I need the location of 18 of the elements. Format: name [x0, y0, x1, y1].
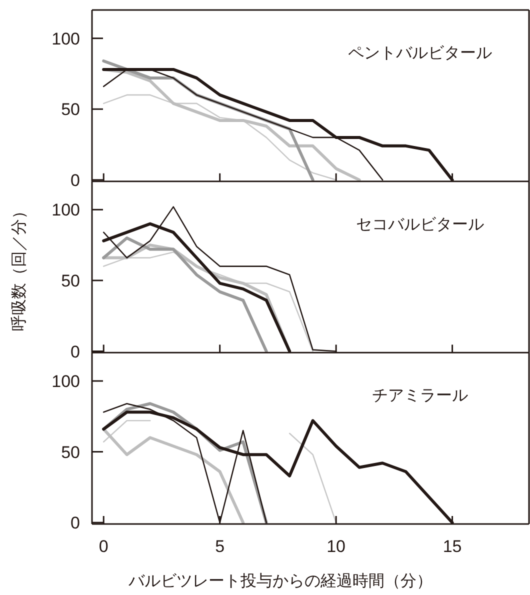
x-tick-label: 15 [442, 537, 462, 556]
x-axis-title: バルビツレート投与からの経過時間（分） [128, 572, 432, 590]
x-tick-label: 0 [98, 537, 108, 556]
y-tick-label: 0 [70, 514, 80, 533]
text: チアミラール [372, 388, 468, 405]
y-tick-label: 0 [70, 342, 80, 362]
y-tick-label: 50 [61, 100, 80, 120]
y-tick-label: 50 [61, 442, 80, 462]
x-tick-label: 5 [215, 537, 225, 556]
text: ペントバルビタール [348, 45, 492, 62]
y-tick-label: 100 [52, 29, 80, 48]
y-axis-title: 呼吸数（回／分） [10, 203, 28, 331]
x-tick-label: 10 [326, 537, 346, 556]
y-tick-label: 100 [52, 200, 80, 220]
y-tick-label: 100 [52, 372, 80, 391]
text: セコバルビタール [356, 216, 484, 234]
y-tick-label: 50 [61, 271, 80, 290]
y-tick-label: 0 [70, 170, 80, 190]
